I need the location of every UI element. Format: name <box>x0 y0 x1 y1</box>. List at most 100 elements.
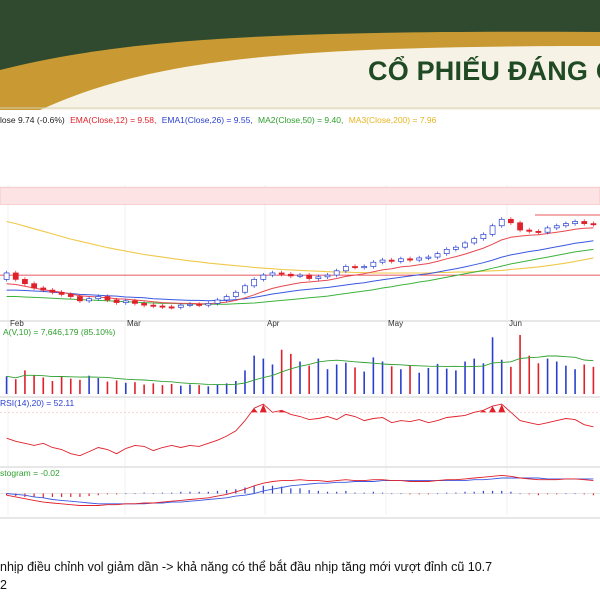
x-tick-Mar: Mar <box>127 319 141 328</box>
macd-histogram-bar <box>226 490 228 494</box>
volume-bar <box>436 363 439 394</box>
volume-bar <box>335 364 338 394</box>
macd-histogram-bar <box>436 493 439 495</box>
macd-histogram-bar <box>262 485 264 494</box>
x-tick-Feb: Feb <box>10 319 24 328</box>
volume-bar <box>216 384 219 394</box>
macd-histogram-bar <box>171 492 173 494</box>
macd-histogram-bar <box>583 493 585 495</box>
volume-bar <box>14 379 17 394</box>
macd-histogram-bar <box>161 492 164 494</box>
macd-histogram-bar <box>317 490 319 494</box>
ma50-line <box>6 248 594 305</box>
macd-histogram-bar <box>345 490 347 494</box>
volume-bar <box>60 376 63 394</box>
candle-body <box>453 246 459 250</box>
candle-body <box>150 304 157 307</box>
macd-histogram-bar <box>143 492 145 494</box>
candle-body <box>297 274 303 277</box>
caption-line-1: nhịp điều chỉnh vol giảm dần -> khả năng… <box>0 560 493 574</box>
volume-bar <box>537 363 540 394</box>
macd-histogram-bar <box>79 493 81 497</box>
macd-histogram-bar <box>556 493 558 495</box>
candle-body <box>269 272 276 276</box>
candle-body <box>159 305 166 308</box>
volume-bar <box>124 382 127 394</box>
rsi-label: RSI(14),20) = 52.11 <box>0 398 75 408</box>
candle-body <box>205 303 212 306</box>
volume-bar <box>51 381 54 394</box>
volume-bar <box>207 386 210 394</box>
stock-chart: Feb Mar Apr May Jun <box>0 185 600 519</box>
macd-histogram-bar <box>33 493 35 497</box>
volume-bar <box>271 364 274 394</box>
candle-body <box>526 229 533 232</box>
volume-bar <box>482 363 485 394</box>
volume-bar <box>418 372 420 394</box>
x-tick-May: May <box>388 319 403 328</box>
macd-histogram-bar <box>409 493 411 495</box>
candle-body <box>425 256 432 259</box>
volume-bar <box>555 361 558 394</box>
macd-histogram-bar <box>125 493 127 495</box>
macd-histogram-bar <box>574 493 576 495</box>
volume-bar <box>235 381 237 394</box>
candle-body <box>480 233 487 239</box>
banner-graphic <box>0 0 600 110</box>
macd-histogram-bar <box>61 493 63 497</box>
macd-histogram-bar <box>116 493 118 495</box>
volume-bar <box>189 384 191 394</box>
candle-body <box>315 276 322 279</box>
ma200-line <box>6 220 594 274</box>
candle-body <box>12 272 19 280</box>
candle-body <box>196 303 203 306</box>
header-banner: CỔ PHIẾU ĐÁNG C <box>0 0 600 110</box>
candle-body <box>260 274 267 280</box>
macd-histogram-bar <box>70 493 72 497</box>
candle-body <box>553 225 560 229</box>
candle-body <box>122 300 129 303</box>
macd-histogram-bar <box>253 485 255 494</box>
volume-bar <box>152 383 155 394</box>
volume-bar <box>381 361 384 394</box>
macd-signal-line <box>6 477 594 505</box>
volume-bar <box>5 376 8 394</box>
macd-histogram-bar <box>491 490 494 494</box>
volume-bar <box>500 359 503 394</box>
volume-bar <box>546 358 549 394</box>
rsi-overbought-fill <box>498 404 506 413</box>
volume-bar <box>69 378 72 394</box>
ema12-line <box>6 227 594 305</box>
volume-bar <box>326 369 329 394</box>
resistance-zone <box>0 186 600 205</box>
volume-bar <box>445 368 448 394</box>
volume-bar <box>79 379 81 394</box>
macd-histogram-bar <box>482 490 484 494</box>
macd-histogram-bar <box>391 493 393 495</box>
candle-body <box>132 300 138 304</box>
ema26-line <box>6 240 594 302</box>
volume-bar <box>143 384 145 394</box>
candle-body <box>86 298 92 302</box>
volume-bar <box>592 366 595 394</box>
volume-bar <box>299 361 301 394</box>
macd-label: stogram = -0.02 <box>0 468 60 478</box>
volume-bar <box>317 358 320 394</box>
volume-bar <box>42 377 45 394</box>
legend-ema12: EMA(Close,12) = 9.58, <box>70 115 157 125</box>
macd-histogram-bar <box>464 491 466 494</box>
candle-body <box>397 258 404 262</box>
legend-ma50: MA2(Close,50) = 9.40, <box>258 115 344 125</box>
candle-body <box>3 272 10 280</box>
rsi-overbought-fill <box>278 410 286 413</box>
candle-body <box>471 238 478 244</box>
candle-body <box>113 299 120 303</box>
macd-histogram-bar <box>51 493 54 497</box>
macd-histogram-bar <box>510 491 512 494</box>
macd-histogram-bar <box>290 488 292 494</box>
macd-histogram-bar <box>537 493 539 496</box>
candle-body <box>508 218 514 224</box>
candle-body <box>40 287 47 291</box>
candle-body <box>242 285 248 293</box>
volume-bar <box>198 385 200 394</box>
